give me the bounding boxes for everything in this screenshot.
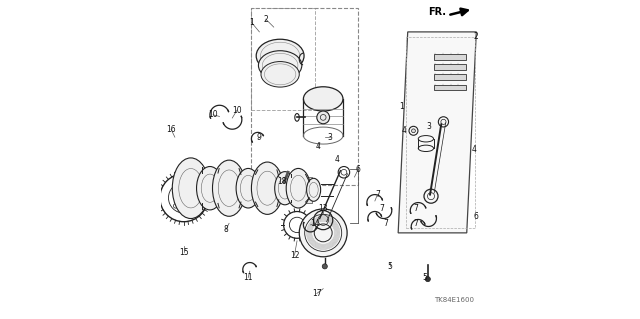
- Circle shape: [173, 204, 178, 208]
- Text: 18: 18: [277, 177, 287, 186]
- Bar: [237, 175, 244, 201]
- Text: 5: 5: [423, 273, 428, 282]
- Text: 13: 13: [318, 204, 328, 213]
- Ellipse shape: [275, 172, 295, 205]
- Circle shape: [173, 188, 178, 192]
- Text: 14: 14: [310, 219, 320, 228]
- Circle shape: [425, 277, 430, 282]
- Text: 1: 1: [249, 18, 254, 27]
- Ellipse shape: [261, 62, 300, 87]
- Bar: [252, 8, 358, 185]
- Bar: [434, 74, 466, 80]
- Bar: [252, 8, 316, 110]
- Text: FR.: FR.: [428, 7, 446, 17]
- Ellipse shape: [212, 160, 246, 216]
- Circle shape: [189, 204, 194, 208]
- Text: 5: 5: [388, 262, 392, 271]
- Ellipse shape: [286, 168, 310, 208]
- Text: 10: 10: [209, 110, 218, 119]
- Text: 9: 9: [257, 133, 262, 142]
- Text: 6: 6: [474, 212, 479, 221]
- Ellipse shape: [256, 39, 304, 72]
- Text: 7: 7: [380, 204, 385, 213]
- Ellipse shape: [307, 178, 321, 201]
- Circle shape: [300, 209, 347, 257]
- Text: 7: 7: [413, 219, 418, 228]
- Ellipse shape: [252, 162, 284, 214]
- Text: 4: 4: [335, 155, 340, 164]
- Text: 16: 16: [166, 125, 176, 134]
- Circle shape: [189, 188, 194, 192]
- Bar: [434, 64, 466, 70]
- Bar: [406, 37, 475, 228]
- Circle shape: [317, 111, 330, 124]
- Text: TK84E1600: TK84E1600: [434, 297, 474, 303]
- Circle shape: [322, 264, 327, 269]
- Text: 17: 17: [312, 289, 322, 298]
- Text: 15: 15: [179, 248, 189, 256]
- Ellipse shape: [236, 168, 260, 208]
- Text: 4: 4: [316, 142, 321, 151]
- Bar: [253, 175, 260, 201]
- Text: 1: 1: [399, 102, 404, 111]
- Text: 7: 7: [375, 190, 380, 199]
- Ellipse shape: [259, 51, 302, 80]
- Text: 11: 11: [243, 273, 253, 282]
- Text: 7: 7: [413, 204, 418, 213]
- Bar: [199, 175, 206, 201]
- Text: 3: 3: [327, 133, 332, 142]
- Bar: [305, 177, 312, 203]
- Text: 3: 3: [426, 122, 431, 130]
- Text: 12: 12: [290, 251, 300, 260]
- Bar: [275, 175, 282, 201]
- Bar: [287, 175, 294, 201]
- Circle shape: [412, 129, 415, 133]
- Text: 10: 10: [232, 106, 242, 115]
- Ellipse shape: [172, 158, 209, 219]
- Ellipse shape: [303, 87, 343, 111]
- Polygon shape: [398, 32, 476, 233]
- Text: 4: 4: [401, 126, 406, 135]
- Text: 2: 2: [264, 15, 268, 24]
- Text: 2: 2: [474, 32, 478, 41]
- Bar: [434, 54, 466, 60]
- Ellipse shape: [196, 167, 223, 210]
- Bar: [434, 85, 466, 90]
- Text: 7: 7: [383, 219, 388, 228]
- Text: 8: 8: [223, 225, 228, 234]
- Text: 6: 6: [356, 165, 361, 174]
- Bar: [215, 175, 222, 201]
- Text: 4: 4: [471, 145, 476, 154]
